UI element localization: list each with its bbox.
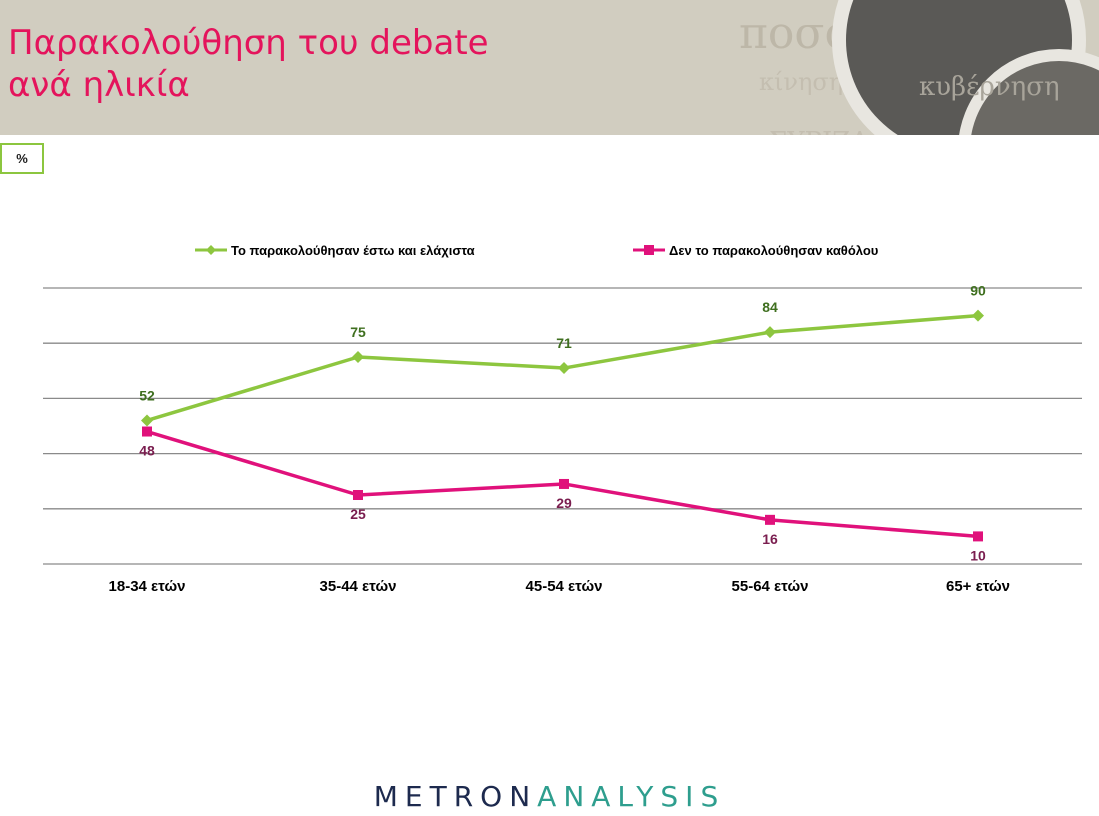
unit-badge: % bbox=[0, 143, 44, 174]
title-line-2: ανά ηλικία bbox=[8, 65, 190, 105]
data-point-watched bbox=[764, 326, 776, 339]
legend-item-watched-label: Το παρακολούθησαν έστω και ελάχιστα bbox=[231, 243, 475, 258]
data-point-watched bbox=[558, 362, 570, 375]
data-label-not-watched: 10 bbox=[970, 547, 986, 563]
data-point-not-watched bbox=[353, 490, 363, 500]
legend-item-not-watched-label: Δεν το παρακολούθησαν καθόλου bbox=[669, 243, 879, 258]
data-label-not-watched: 16 bbox=[762, 531, 778, 547]
x-tick-label: 55-64 ετών bbox=[732, 578, 809, 595]
x-tick-label: 18-34 ετών bbox=[109, 578, 186, 595]
data-point-not-watched bbox=[765, 514, 775, 525]
logo: METRONANALYSIS bbox=[0, 780, 1099, 813]
line-chart: Το παρακολούθησαν έστω και ελάχιστα Δεν τ… bbox=[43, 243, 1082, 595]
svg-text:κυβέρνηση: κυβέρνηση bbox=[919, 72, 1060, 102]
svg-text:κίνηση: κίνηση bbox=[759, 68, 843, 96]
logo-part-analysis: ANALYSIS bbox=[537, 780, 726, 813]
data-label-watched: 75 bbox=[350, 324, 366, 340]
legend-item-watched-marker bbox=[206, 245, 216, 255]
data-label-not-watched: 25 bbox=[350, 506, 366, 522]
data-label-not-watched: 29 bbox=[556, 495, 572, 511]
svg-text:ΣΥΡΙΖΑ: ΣΥΡΙΖΑ bbox=[769, 127, 870, 135]
data-point-not-watched bbox=[973, 531, 983, 542]
data-label-watched: 71 bbox=[556, 335, 572, 351]
page-title: Παρακολούθηση του debate ανά ηλικία bbox=[8, 22, 489, 106]
data-point-watched bbox=[972, 309, 984, 322]
data-point-watched bbox=[141, 414, 153, 427]
header-banner: ποσοστό κίνηση ΣΥΡΙΖΑ θεωρούν κυβέρνηση … bbox=[0, 0, 1099, 135]
decorative-lens-graphic: ποσοστό κίνηση ΣΥΡΙΖΑ θεωρούν κυβέρνηση bbox=[739, 0, 1099, 135]
title-line-1: Παρακολούθηση του debate bbox=[8, 23, 489, 63]
logo-part-metron: METRON bbox=[373, 780, 538, 813]
data-point-not-watched bbox=[142, 426, 152, 437]
x-tick-label: 35-44 ετών bbox=[320, 578, 397, 595]
data-point-not-watched bbox=[559, 478, 569, 489]
data-label-not-watched: 48 bbox=[139, 443, 155, 459]
x-tick-label: 65+ ετών bbox=[946, 578, 1010, 595]
data-label-watched: 52 bbox=[139, 387, 155, 403]
x-tick-label: 45-54 ετών bbox=[526, 578, 603, 595]
data-point-watched bbox=[352, 351, 364, 363]
data-label-watched: 84 bbox=[762, 299, 778, 315]
data-label-watched: 90 bbox=[970, 283, 986, 299]
legend-item-not-watched-marker bbox=[644, 245, 654, 255]
